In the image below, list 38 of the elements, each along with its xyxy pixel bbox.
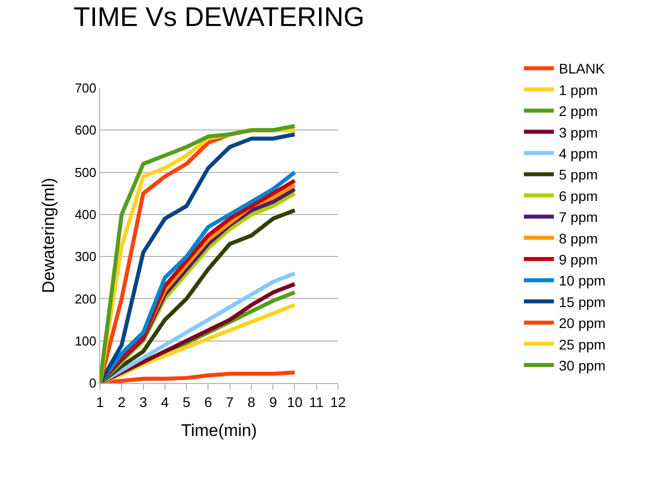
y-tick-label: 700 bbox=[74, 80, 96, 96]
legend-label: 3 ppm bbox=[558, 124, 598, 140]
legend-label: 1 ppm bbox=[558, 82, 598, 98]
x-tick-label: 9 bbox=[269, 394, 278, 410]
y-tick-label: 500 bbox=[74, 164, 96, 180]
legend-label: 30 ppm bbox=[558, 357, 606, 374]
x-tick-label: 10 bbox=[286, 394, 303, 410]
y-tick-label: 200 bbox=[74, 291, 96, 306]
legend-label: 8 ppm bbox=[558, 230, 598, 246]
legend-label: 4 ppm bbox=[558, 145, 598, 162]
x-tick-label: 4 bbox=[161, 394, 170, 410]
x-tick-label: 3 bbox=[139, 394, 148, 410]
y-tick-label: 600 bbox=[74, 122, 96, 138]
y-tick-label: 100 bbox=[74, 333, 96, 348]
legend-label: 9 ppm bbox=[558, 251, 598, 268]
x-tick-label: 2 bbox=[118, 394, 126, 410]
legend-label: 6 ppm bbox=[558, 188, 598, 204]
y-tick-label: 400 bbox=[74, 206, 96, 222]
legend-label: 2 ppm bbox=[558, 103, 598, 120]
x-axis-title: Time(min) bbox=[181, 421, 257, 440]
x-tick-label: 6 bbox=[204, 394, 212, 410]
legend-label: BLANK bbox=[558, 60, 606, 77]
legend-label: 7 ppm bbox=[558, 209, 598, 226]
y-tick-label: 0 bbox=[89, 376, 96, 391]
y-axis-title: Dewatering(ml) bbox=[39, 178, 58, 294]
legend-label: 5 ppm bbox=[558, 166, 598, 183]
x-tick-label: 1 bbox=[96, 394, 104, 410]
legend-label: 25 ppm bbox=[558, 336, 606, 352]
x-tick-label: 8 bbox=[248, 394, 256, 410]
x-tick-label: 7 bbox=[226, 394, 234, 410]
legend-label: 20 ppm bbox=[558, 315, 606, 332]
legend-label: 15 ppm bbox=[558, 294, 606, 310]
x-tick-label: 5 bbox=[182, 394, 191, 410]
chart-title: TIME Vs DEWATERING bbox=[73, 2, 365, 32]
x-tick-label: 11 bbox=[309, 394, 324, 410]
y-tick-label: 300 bbox=[74, 249, 96, 264]
x-tick-label: 12 bbox=[330, 394, 346, 410]
legend-label: 10 ppm bbox=[558, 272, 606, 289]
